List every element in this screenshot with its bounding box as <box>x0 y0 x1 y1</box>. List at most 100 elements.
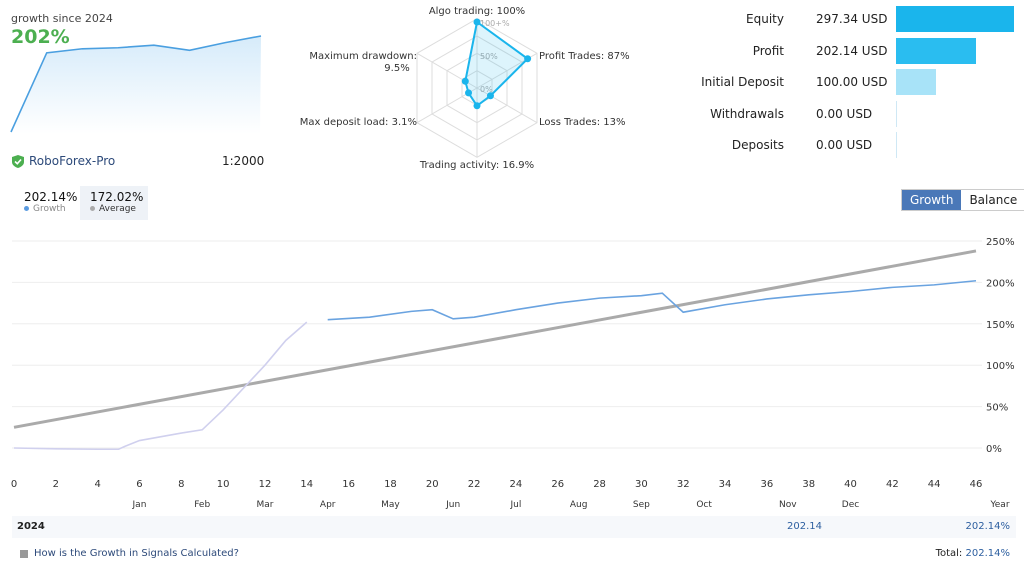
x-tick-label: 14 <box>300 479 313 490</box>
month-label: Oct <box>696 500 712 510</box>
balance-bar <box>896 69 936 95</box>
month-label: Feb <box>194 500 210 510</box>
x-tick-label: 12 <box>259 479 272 490</box>
stat-growth[interactable]: 202.14% Growth <box>14 186 78 220</box>
growth-since-label: growth since 2024 <box>11 12 113 25</box>
radar-point <box>461 77 469 85</box>
balance-bar <box>896 100 897 127</box>
radar-point <box>473 18 481 26</box>
balance-value: 202.14 USD <box>816 43 888 58</box>
radar-label: Max deposit load: 3.1% <box>300 117 417 128</box>
month-label: Aug <box>570 500 588 510</box>
y-tick-label: 100% <box>986 361 1015 372</box>
radar-point <box>473 102 481 110</box>
help-link-text[interactable]: How is the Growth in Signals Calculated? <box>34 548 239 559</box>
broker[interactable]: RoboForex-Pro <box>12 154 115 168</box>
radar-area <box>464 20 530 108</box>
total-value: 202.14% <box>965 548 1011 559</box>
x-tick-label: 20 <box>426 479 439 490</box>
mini-growth-chart <box>10 35 262 134</box>
radar-label: Profit Trades: 87% <box>539 51 630 62</box>
stat-growth-label: Growth <box>33 204 66 214</box>
y-tick-label: 50% <box>986 403 1008 414</box>
mini-chart-area <box>11 36 261 134</box>
radar-point <box>486 92 494 100</box>
y-tick-label: 250% <box>986 237 1015 248</box>
balance-label: Initial Deposit <box>701 75 784 89</box>
x-tick-label: 24 <box>510 479 523 490</box>
balance-bar <box>896 37 977 64</box>
x-tick-label: 32 <box>677 479 690 490</box>
month-label: Mar <box>256 500 273 510</box>
stat-average-label: Average <box>99 204 136 214</box>
balance-bar <box>896 132 897 158</box>
x-tick-label: 18 <box>384 479 397 490</box>
radar-scale-label: 50% <box>480 52 498 61</box>
year-value: 202.14 <box>787 521 822 532</box>
year-total: 202.14% <box>965 521 1011 532</box>
mini-chart-line <box>10 35 262 133</box>
x-tick-label: 4 <box>94 479 100 490</box>
x-tick-label: 40 <box>844 479 857 490</box>
radar-label: Algo trading: 100% <box>429 6 525 17</box>
month-label: Sep <box>633 500 650 510</box>
help-link[interactable]: How is the Growth in Signals Calculated? <box>20 548 239 559</box>
y-tick-label: 200% <box>986 278 1015 289</box>
balance-value: 0.00 USD <box>816 138 873 152</box>
x-tick-label: 2 <box>53 479 59 490</box>
radar-label-value: 9.5% <box>384 63 409 74</box>
balance-label: Equity <box>746 12 784 26</box>
radar-scale-label: 100+% <box>480 19 510 28</box>
growth-value: 202% <box>11 26 70 48</box>
radar-point <box>465 89 473 97</box>
broker-name: RoboForex-Pro <box>29 154 116 168</box>
average-dot-icon <box>90 206 95 211</box>
month-label: Dec <box>842 500 859 510</box>
x-tick-label: 28 <box>593 479 606 490</box>
growth-line-early <box>13 321 308 451</box>
growth-tab[interactable]: Growth <box>902 190 962 210</box>
month-label: Nov <box>779 500 797 510</box>
x-tick-label: 44 <box>928 479 941 490</box>
leverage: 1:2000 <box>222 154 265 168</box>
x-tick-label: 0 <box>11 479 17 490</box>
y-tick-label: 150% <box>986 320 1015 331</box>
x-tick-label: 36 <box>761 479 774 490</box>
balance-bar <box>896 6 1014 32</box>
radar-label: Maximum drawdown: <box>309 51 417 62</box>
month-label: Apr <box>320 500 336 510</box>
month-label: Jan <box>132 500 147 510</box>
stat-average-value: 172.02% <box>90 190 144 204</box>
x-tick-label: 34 <box>719 479 732 490</box>
radar-point <box>524 55 532 63</box>
balance-label: Withdrawals <box>710 106 784 121</box>
stat-growth-value: 202.14% <box>24 190 78 204</box>
stat-average[interactable]: 172.02% Average <box>80 186 148 220</box>
x-tick-label: 30 <box>635 479 648 490</box>
radar-label: Trading activity: 16.9% <box>419 160 534 171</box>
year-label: 2024 <box>17 521 45 532</box>
balance-label: Deposits <box>731 138 784 152</box>
year-row: 2024 202.14 202.14% <box>12 516 1016 538</box>
x-tick-label: 26 <box>551 479 564 490</box>
month-label: Jun <box>445 500 460 510</box>
x-tick-label: 42 <box>886 479 899 490</box>
x-tick-label: 38 <box>802 479 815 490</box>
growth-line <box>327 279 977 321</box>
y-tick-label: 0% <box>986 444 1002 455</box>
growth-dot-icon <box>24 206 29 211</box>
x-tick-label: 22 <box>468 479 481 490</box>
balance-value: 100.00 USD <box>816 75 888 89</box>
month-label: May <box>381 500 400 510</box>
balance-tab[interactable]: Balance <box>969 193 1018 207</box>
x-tick-label: 10 <box>217 479 230 490</box>
x-tick-label: 8 <box>178 479 184 490</box>
radar-scale-label: 0% <box>480 85 493 94</box>
total-label: Total: <box>935 548 963 559</box>
balance-value: 297.34 USD <box>816 12 888 26</box>
x-tick-label: 16 <box>342 479 355 490</box>
chart-toggle: Growth Balance <box>901 189 1024 211</box>
radar-label: Loss Trades: 13% <box>539 117 625 128</box>
shield-check-icon <box>12 154 24 168</box>
x-axis-label: Year <box>989 500 1009 510</box>
